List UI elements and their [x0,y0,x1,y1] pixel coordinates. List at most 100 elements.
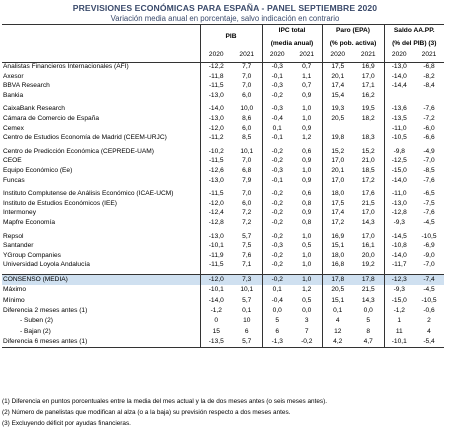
table-cell: 0,5 [302,296,312,304]
table-cell: 10,1 [240,147,254,155]
table-cell: -11,0 [383,124,414,134]
table-cell: 18,0 [321,251,353,261]
row-label: CaixaBank Research [3,105,65,113]
row-label: Instituto Complutense de Análisis Económ… [3,190,174,198]
table-row: Universidad Loyola Andalucía -11,5 7,1 -0,2… [2,260,444,271]
table-row: Instituto de Estudios Económicos (IEE) -1… [2,199,444,209]
table-row: Mapfre Economía -12,8 7,2 -0,2 0,8 17,2 14,3 -9… [2,218,444,228]
table-cell: -7,6 [423,105,435,113]
table-cell: 11 [383,326,414,338]
table-cell: 1,0 [302,232,312,240]
table-cell: 0,9 [302,157,312,165]
table-cell: -8,4 [423,82,435,90]
table-cell: -10,5 [421,296,437,304]
table-cell: -0,3 [261,62,292,73]
table-cell: -1,2 [199,306,232,317]
table-cell: 1,0 [292,273,322,286]
year-header: 2020 [199,49,232,63]
table-cell: 7,0 [242,72,252,80]
table-row: Bankia -13,0 6,0 -0,2 0,9 15,4 16,2 [2,91,444,101]
table-cell: -11,5 [199,189,232,200]
table-row: CaixaBank Research -14,0 10,0 -0,3 1,0 19,3 19… [2,104,444,115]
table-cell: 1,0 [302,166,312,174]
table-cell: -0,1 [261,72,292,82]
table-cell: -13,0 [199,232,232,242]
table-cell: -14,4 [383,81,414,92]
table-cell: -0,2 [292,337,322,349]
table-cell: -0,3 [261,241,292,252]
row-label: Mínimo [3,296,25,304]
row-label: YGroup Companies [3,251,61,259]
table-cell: 20,1 [321,166,353,177]
table-cell: 19,5 [361,105,375,113]
table-cell: 4 [427,327,431,335]
table-row: Equipo Económico (Ee) -12,6 6,8 -0,3 1,0 20,1… [2,166,444,177]
table-cell: -9,3 [383,218,414,228]
year-header: 2021 [232,49,262,63]
table-cell: -1,2 [383,306,414,317]
table-cell: -13,0 [383,199,414,209]
col-header-ipc: IPC total [261,24,322,39]
table-cell: 7,2 [242,209,252,217]
table-cell: 17,4 [321,208,353,219]
table-cell: -12,6 [199,166,232,177]
table-cell: 15 [199,326,232,338]
table-cell: -11,7 [383,260,414,271]
table-cell: -0,2 [261,147,292,157]
table-cell: 0,6 [302,147,312,155]
table-cell: 16,2 [361,91,375,99]
table-cell: 0,5 [302,242,312,250]
row-label: CEOE [3,157,22,165]
table-cell: -10,5 [421,232,437,240]
table-cell: -6,8 [423,63,435,71]
table-cell: 17,2 [361,176,375,184]
table-cell: 0,1 [261,285,292,296]
table-cell: -0,2 [261,199,292,209]
table-cell: 6,0 [242,91,252,99]
table-cell: 17,0 [321,176,353,186]
row-label: Máximo [3,286,27,294]
table-cell: 15,1 [321,241,353,252]
table-cell: -4,9 [423,147,435,155]
table-row: BBVA Research -11,5 7,0 -0,3 0,7 17,4 17,1 -14,… [2,81,444,92]
table-cell: -11,5 [199,156,232,167]
table-cell: 8,5 [242,134,252,142]
table-cell: -12,4 [199,208,232,219]
table-cell: -13,0 [383,62,414,73]
table-cell [353,124,384,134]
table-cell: 17,6 [361,190,375,198]
table-cell: -0,2 [261,218,292,228]
table-cell [414,91,444,101]
table-cell: 19,2 [361,261,375,269]
table-cell: 5,7 [232,337,262,349]
row-label: Centro de Estudios Economía de Madrid (C… [3,134,167,142]
table-cell: -13,0 [199,114,232,125]
table-cell: 7,0 [242,157,252,165]
row-label: Instituto de Estudios Económicos (IEE) [3,199,117,207]
table-row: Repsol -13,0 5,7 -0,2 1,0 16,9 17,0 -14,5 -10,5 [2,232,444,242]
table-cell: -4,5 [423,286,435,294]
table-cell: 0,8 [302,218,312,226]
table-row: Mínimo -14,0 5,7 -0,4 0,5 15,1 14,3 -15,0 -10,5 [2,295,444,307]
table-cell: -0,2 [261,273,292,286]
table-row: Axesor -11,8 7,0 -0,1 1,1 20,1 17,0 -14,0 -8,2 [2,72,444,82]
table-row: Centro de Estudios Economía de Madrid (C… [2,133,444,144]
col-subheader-paro: (% pob. activa) [321,38,384,50]
table-cell: 1,2 [302,286,312,294]
table-cell: 16,9 [321,232,353,242]
table-cell: 18,2 [361,114,375,122]
table-cell: -0,2 [261,208,292,219]
table-cell: -10,1 [383,337,414,349]
table-cell: 17,8 [353,273,384,286]
table-cell: 20,1 [321,72,353,82]
row-label: Funcas [3,176,25,184]
table-cell: 16,8 [321,260,353,271]
row-label: Intermoney [3,209,36,217]
table-cell: 7,0 [242,190,252,198]
table-cell: -6,6 [423,134,435,142]
table-cell: -14,0 [199,104,232,115]
table-cell: 4,2 [321,337,353,349]
table-cell: 14,3 [361,296,375,304]
table-cell: 15,2 [361,147,375,155]
